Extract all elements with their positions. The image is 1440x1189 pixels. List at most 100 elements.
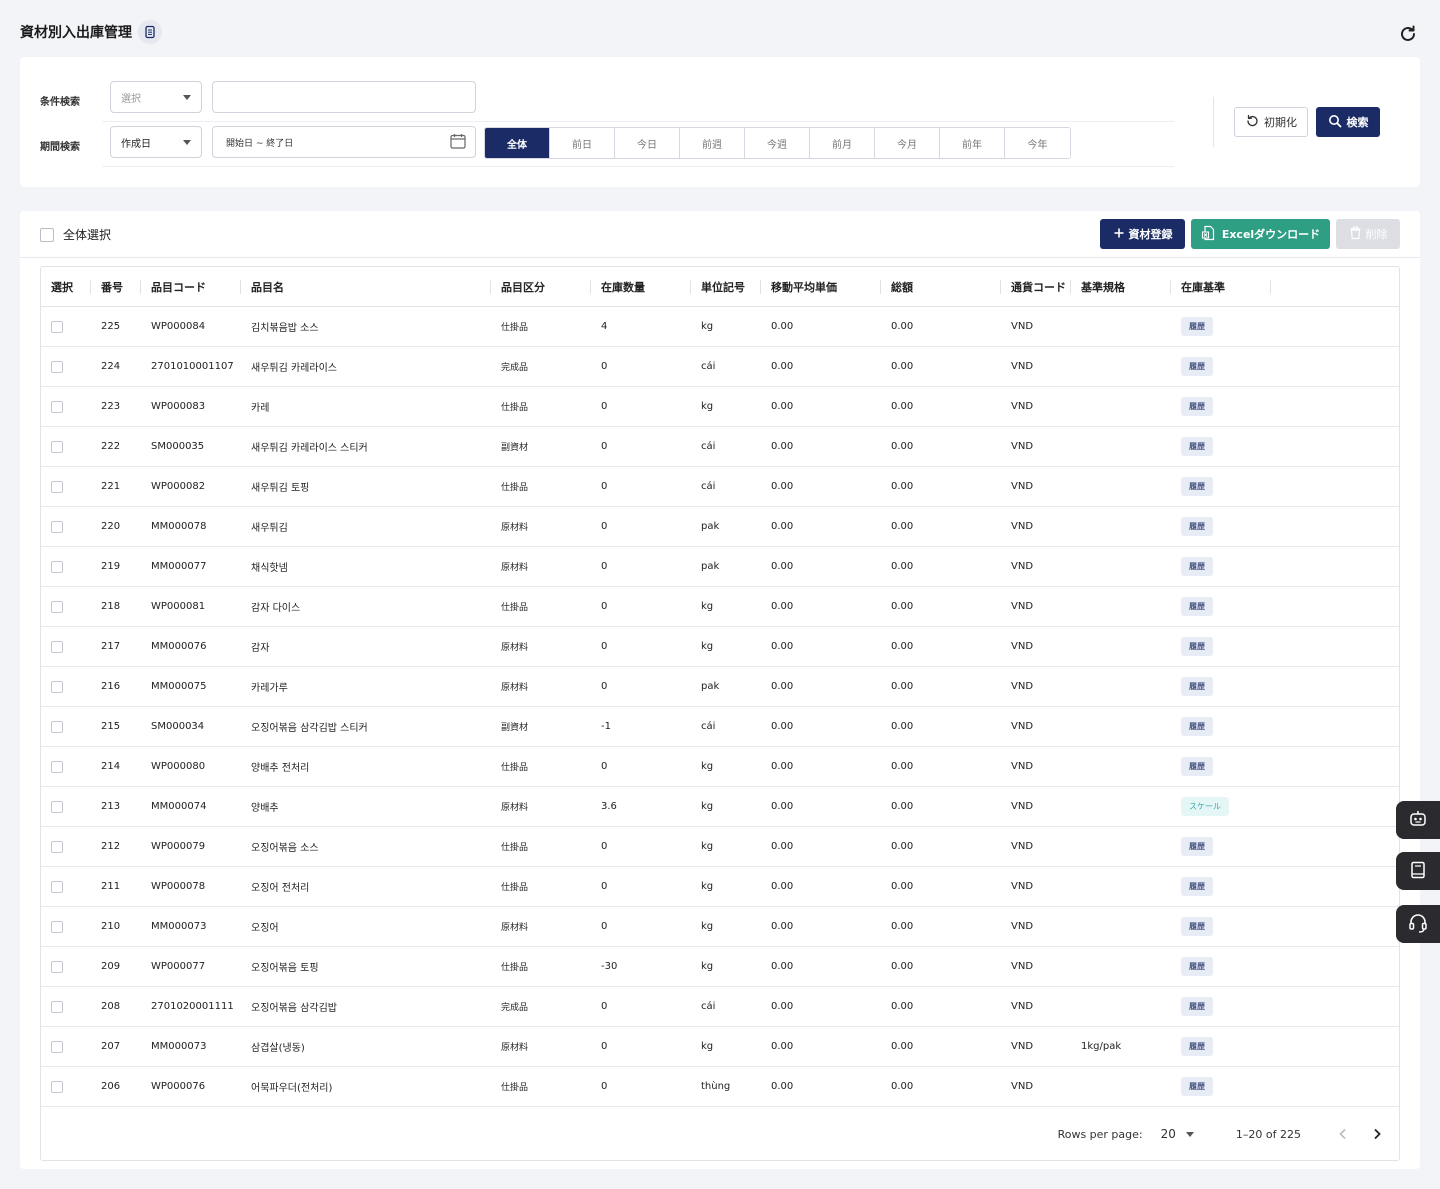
delete-button[interactable]: 削除 bbox=[1336, 219, 1400, 249]
document-icon[interactable] bbox=[138, 20, 162, 44]
period-button[interactable]: 前月 bbox=[810, 128, 875, 158]
row-checkbox[interactable] bbox=[51, 320, 63, 333]
row-checkbox[interactable] bbox=[51, 520, 63, 533]
calendar-icon[interactable] bbox=[449, 132, 467, 153]
search-button[interactable]: 検索 bbox=[1316, 107, 1380, 137]
period-button[interactable]: 前年 bbox=[940, 128, 1005, 158]
row-checkbox[interactable] bbox=[51, 680, 63, 693]
table-row[interactable]: 220 MM000078 새우튀김 原材料 0 pak 0.00 0.00 VND 履歴 bbox=[41, 507, 1399, 547]
row-checkbox[interactable] bbox=[51, 640, 63, 653]
row-checkbox[interactable] bbox=[51, 560, 63, 573]
column-separator[interactable] bbox=[590, 279, 591, 294]
excel-download-button[interactable]: Excelダウンロード bbox=[1191, 219, 1330, 249]
column-separator[interactable] bbox=[880, 279, 881, 294]
stock-basis-badge[interactable]: 履歴 bbox=[1181, 437, 1213, 456]
table-row[interactable]: 210 MM000073 오징어 原材料 0 kg 0.00 0.00 VND 履歴 bbox=[41, 907, 1399, 947]
table-row[interactable]: 218 WP000081 감자 다이스 仕掛品 0 kg 0.00 0.00 VND 履歴 bbox=[41, 587, 1399, 627]
column-separator[interactable] bbox=[140, 279, 141, 294]
chevron-left-icon[interactable] bbox=[1331, 1122, 1355, 1146]
column-separator[interactable] bbox=[1070, 279, 1071, 294]
table-row[interactable]: 211 WP000078 오징어 전처리 仕掛品 0 kg 0.00 0.00 VND 履歴 bbox=[41, 867, 1399, 907]
select-all-checkbox[interactable] bbox=[40, 227, 54, 242]
row-checkbox[interactable] bbox=[51, 400, 63, 413]
stock-basis-badge[interactable]: 履歴 bbox=[1181, 317, 1213, 336]
date-range-input[interactable]: 開始日 ~ 終了日 bbox=[212, 126, 476, 158]
stock-basis-badge[interactable]: 履歴 bbox=[1181, 1077, 1213, 1096]
row-checkbox[interactable] bbox=[51, 720, 63, 733]
row-checkbox[interactable] bbox=[51, 920, 63, 933]
stock-basis-badge[interactable]: 履歴 bbox=[1181, 597, 1213, 616]
table-row[interactable]: 223 WP000083 카레 仕掛品 0 kg 0.00 0.00 VND 履歴 bbox=[41, 387, 1399, 427]
row-checkbox[interactable] bbox=[51, 760, 63, 773]
column-separator[interactable] bbox=[760, 279, 761, 294]
period-button[interactable]: 全体 bbox=[485, 128, 550, 158]
table-row[interactable]: 216 MM000075 카레가루 原材料 0 pak 0.00 0.00 VND 履歴 bbox=[41, 667, 1399, 707]
row-checkbox[interactable] bbox=[51, 1080, 63, 1093]
stock-basis-badge[interactable]: 履歴 bbox=[1181, 917, 1213, 936]
table-row[interactable]: 224 2701010001107 새우튀김 카레라이스 完成品 0 cái 0.00 0.0… bbox=[41, 347, 1399, 387]
refresh-icon[interactable] bbox=[1398, 24, 1418, 44]
row-checkbox[interactable] bbox=[51, 800, 63, 813]
chevron-right-icon[interactable] bbox=[1365, 1122, 1389, 1146]
stock-basis-badge[interactable]: 履歴 bbox=[1181, 717, 1213, 736]
table-row[interactable]: 219 MM000077 채식핫넴 原材料 0 pak 0.00 0.00 VND 履歴 bbox=[41, 547, 1399, 587]
stock-basis-badge[interactable]: 履歴 bbox=[1181, 677, 1213, 696]
row-checkbox[interactable] bbox=[51, 880, 63, 893]
column-separator[interactable] bbox=[1170, 279, 1171, 294]
stock-basis-badge[interactable]: 履歴 bbox=[1181, 1037, 1213, 1056]
robot-assistant-button[interactable] bbox=[1396, 801, 1440, 839]
period-button[interactable]: 今月 bbox=[875, 128, 940, 158]
register-material-button[interactable]: 資材登録 bbox=[1100, 219, 1185, 249]
period-select[interactable]: 作成日 bbox=[110, 126, 202, 158]
column-separator[interactable] bbox=[490, 279, 491, 294]
stock-basis-badge[interactable]: 履歴 bbox=[1181, 357, 1213, 376]
stock-basis-badge[interactable]: 履歴 bbox=[1181, 877, 1213, 896]
table-row[interactable]: 213 MM000074 양배추 原材料 3.6 kg 0.00 0.00 VND スケール bbox=[41, 787, 1399, 827]
table-row[interactable]: 214 WP000080 양배추 전처리 仕掛品 0 kg 0.00 0.00 VND 履歴 bbox=[41, 747, 1399, 787]
stock-basis-badge[interactable]: 履歴 bbox=[1181, 477, 1213, 496]
column-separator[interactable] bbox=[240, 279, 241, 294]
period-button[interactable]: 今年 bbox=[1005, 128, 1070, 158]
row-checkbox[interactable] bbox=[51, 1000, 63, 1013]
stock-basis-badge[interactable]: 履歴 bbox=[1181, 997, 1213, 1016]
row-checkbox[interactable] bbox=[51, 1040, 63, 1053]
stock-basis-badge[interactable]: 履歴 bbox=[1181, 397, 1213, 416]
table-row[interactable]: 222 SM000035 새우튀김 카레라이스 스티커 副資材 0 cái 0.00 0.00… bbox=[41, 427, 1399, 467]
stock-basis-badge[interactable]: 履歴 bbox=[1181, 517, 1213, 536]
rows-per-page-select[interactable]: 20 bbox=[1161, 1127, 1194, 1141]
row-checkbox[interactable] bbox=[51, 360, 63, 373]
column-separator[interactable] bbox=[1270, 279, 1271, 294]
stock-basis-badge[interactable]: 履歴 bbox=[1181, 757, 1213, 776]
stock-basis-badge[interactable]: 履歴 bbox=[1181, 957, 1213, 976]
row-checkbox[interactable] bbox=[51, 960, 63, 973]
row-checkbox[interactable] bbox=[51, 440, 63, 453]
column-separator[interactable] bbox=[90, 279, 91, 294]
support-button[interactable] bbox=[1396, 905, 1440, 943]
column-separator[interactable] bbox=[690, 279, 691, 294]
period-button[interactable]: 今日 bbox=[615, 128, 680, 158]
condition-select[interactable]: 選択 bbox=[110, 81, 202, 113]
table-row[interactable]: 209 WP000077 오징어볶음 토핑 仕掛品 -30 kg 0.00 0.00 VND 履歴 bbox=[41, 947, 1399, 987]
period-button[interactable]: 前週 bbox=[680, 128, 745, 158]
stock-basis-badge[interactable]: スケール bbox=[1181, 797, 1229, 816]
row-checkbox[interactable] bbox=[51, 600, 63, 613]
period-button[interactable]: 前日 bbox=[550, 128, 615, 158]
select-all[interactable]: 全体選択 bbox=[40, 226, 111, 243]
period-button[interactable]: 今週 bbox=[745, 128, 810, 158]
stock-basis-badge[interactable]: 履歴 bbox=[1181, 557, 1213, 576]
table-row[interactable]: 215 SM000034 오징어볶음 삼각김밥 스티커 副資材 -1 cái 0.00 0.0… bbox=[41, 707, 1399, 747]
table-row[interactable]: 206 WP000076 어묵파우더(전처리) 仕掛品 0 thùng 0.00 0.00 VN… bbox=[41, 1067, 1399, 1107]
stock-basis-badge[interactable]: 履歴 bbox=[1181, 837, 1213, 856]
stock-basis-badge[interactable]: 履歴 bbox=[1181, 637, 1213, 656]
table-row[interactable]: 208 2701020001111 오징어볶음 삼각김밥 完成品 0 cái 0.00 0.0… bbox=[41, 987, 1399, 1027]
manual-button[interactable] bbox=[1396, 852, 1440, 890]
condition-search-input[interactable] bbox=[212, 81, 476, 113]
reset-button[interactable]: 初期化 bbox=[1234, 107, 1308, 137]
row-checkbox[interactable] bbox=[51, 480, 63, 493]
table-row[interactable]: 207 MM000073 삼겹살(냉동) 原材料 0 kg 0.00 0.00 VND 1kg/p… bbox=[41, 1027, 1399, 1067]
table-row[interactable]: 212 WP000079 오징어볶음 소스 仕掛品 0 kg 0.00 0.00 VND 履歴 bbox=[41, 827, 1399, 867]
table-row[interactable]: 221 WP000082 새우튀김 토핑 仕掛品 0 cái 0.00 0.00 VND 履歴 bbox=[41, 467, 1399, 507]
column-separator[interactable] bbox=[1000, 279, 1001, 294]
table-row[interactable]: 225 WP000084 김치볶음밥 소스 仕掛品 4 kg 0.00 0.00 VND 履歴 bbox=[41, 307, 1399, 347]
table-row[interactable]: 217 MM000076 감자 原材料 0 kg 0.00 0.00 VND 履歴 bbox=[41, 627, 1399, 667]
